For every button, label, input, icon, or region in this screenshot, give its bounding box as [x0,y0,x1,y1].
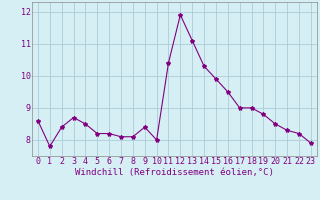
X-axis label: Windchill (Refroidissement éolien,°C): Windchill (Refroidissement éolien,°C) [75,168,274,177]
